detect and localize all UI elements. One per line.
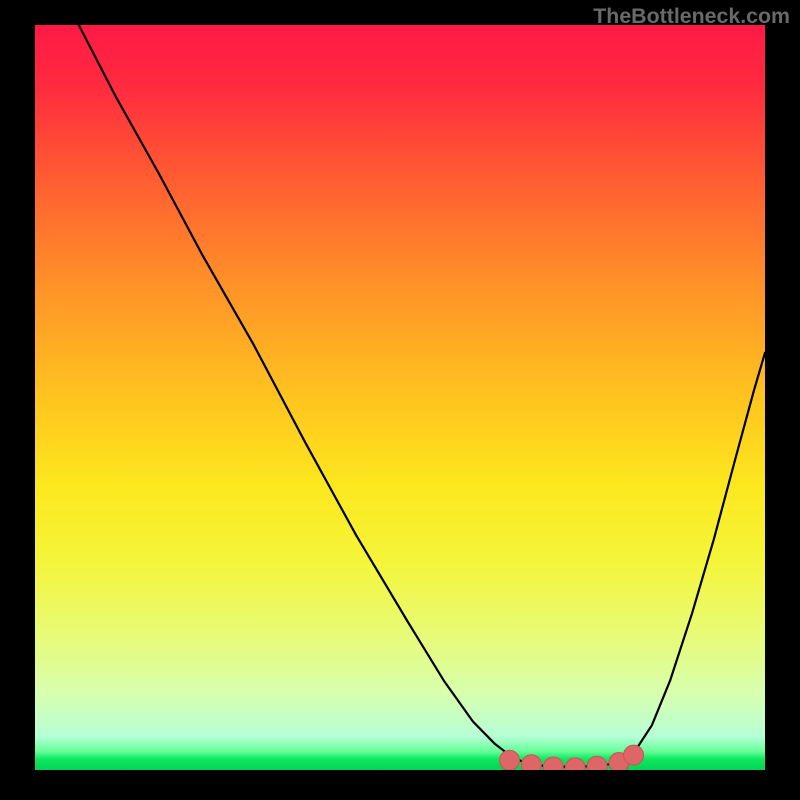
optimal-point-marker (500, 750, 520, 770)
optimal-point-marker (624, 745, 644, 765)
chart-background (35, 25, 765, 770)
chart-frame: TheBottleneck.com (0, 0, 800, 800)
optimal-point-marker (521, 755, 541, 770)
bottleneck-chart (35, 25, 765, 770)
